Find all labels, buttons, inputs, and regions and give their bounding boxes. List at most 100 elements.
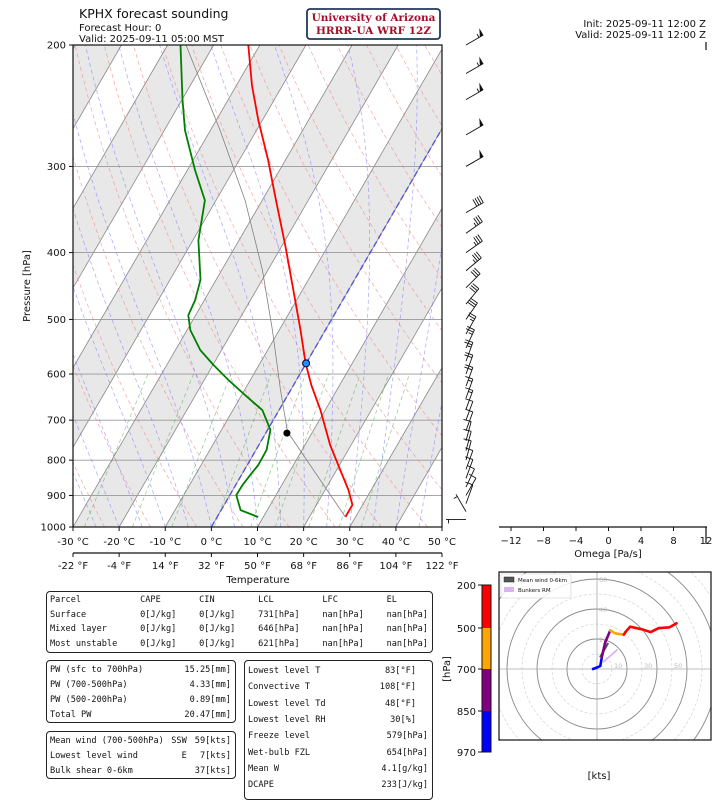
barb-half — [477, 89, 479, 92]
lfc-value: nan[hPa] — [322, 610, 363, 620]
pw-value: 20.47[mm] — [184, 710, 231, 720]
barb-half — [454, 496, 457, 498]
thermo-label: Convective T — [248, 682, 310, 692]
fahrenheit-tick-label: 122 °F — [425, 561, 458, 572]
thermo-value: 30[%] — [390, 715, 416, 725]
fahrenheit-tick-label: 86 °F — [336, 561, 363, 572]
wind-barb — [466, 196, 483, 213]
table-row: Mean W 4.1[g/kg] — [248, 761, 428, 777]
isotherm-line — [442, 45, 721, 527]
bunkers-rm-arrow — [603, 650, 617, 663]
barb-staff — [466, 64, 483, 74]
logo-line-2: HRRR-UA WRF 12Z — [316, 25, 431, 37]
omega-tick-label: 4 — [638, 536, 644, 547]
celsius-tick-label: 0 °C — [201, 537, 223, 548]
pressure-tick-label: 700 — [47, 416, 66, 427]
pw-label: PW (500-200hPa) — [50, 695, 128, 705]
wind-label: Bulk shear 0-6km — [50, 766, 133, 776]
header-el: EL — [387, 595, 428, 605]
pressure-axis-label: Pressure [hPa] — [22, 250, 33, 322]
pw-label: Total PW — [50, 710, 91, 720]
barb-staff — [466, 274, 480, 288]
hodograph-trace-500-200 — [624, 623, 677, 634]
barb-staff — [466, 156, 483, 166]
barb-half — [469, 333, 473, 335]
dry-adiabat — [454, 45, 726, 527]
colorbar-segment-970-850 — [482, 711, 491, 752]
omega-tick-label: −12 — [500, 536, 521, 547]
thermo-value: 4.1[g/kg] — [381, 764, 428, 774]
ring-label: 50 — [674, 662, 682, 670]
omega-tick-label: 8 — [670, 536, 676, 547]
barb-staff — [466, 289, 479, 304]
lcl-value: 646[hPa] — [258, 624, 299, 634]
skewt-background-lines — [0, 45, 726, 527]
barb-half — [477, 34, 479, 37]
ring-label: 30 — [644, 662, 652, 670]
logo-line-1: University of Arizona — [312, 12, 436, 24]
dry-adiabat — [163, 45, 428, 527]
el-value: nan[hPa] — [387, 624, 428, 634]
init-time: Init: 2025-09-11 12:00 Z — [583, 19, 706, 30]
barb-staff — [456, 494, 466, 511]
lfc-value: nan[hPa] — [322, 624, 363, 634]
barb-staff — [466, 203, 483, 213]
barb-half — [477, 63, 479, 66]
celsius-tick-label: 50 °C — [428, 537, 456, 548]
dry-adiabat — [221, 45, 520, 527]
pw-label: PW (700-500hPa) — [50, 680, 128, 690]
barb-half — [468, 380, 472, 381]
sounding-title: KPHX forecast sounding — [79, 6, 228, 21]
legend-mean-wind: Mean wind 0-6km — [518, 578, 567, 584]
dry-adiabat — [541, 45, 726, 527]
wind-barb — [466, 284, 479, 304]
barb-half — [474, 223, 476, 226]
barb-half — [474, 242, 476, 245]
cape-value: 0[J/kg] — [140, 639, 176, 649]
lcl-marker — [283, 430, 290, 437]
thermo-value: 108[°F] — [380, 682, 416, 692]
omega-tick-label: 12 — [700, 536, 713, 547]
lcl-value: 731[hPa] — [258, 610, 299, 620]
parcel-name: Mixed layer — [50, 624, 117, 634]
temperature-axis-label: Temperature — [225, 575, 289, 586]
barb-full — [463, 429, 471, 431]
colorbar-label: [hPa] — [442, 656, 453, 682]
thermo-value: 83[°F] — [385, 666, 416, 676]
colorbar-segment-500-200 — [482, 585, 491, 628]
wind-barb — [454, 494, 466, 511]
hodograph-legend: Mean wind 0-6km Bunkers RM — [501, 574, 571, 598]
pressure-tick-label: 600 — [47, 370, 66, 381]
parcel-table: Parcel CAPE CIN LCL LFC EL Surface 0[J/k… — [46, 591, 433, 653]
precipitable-water-table: PW (sfc to 700hPa)15.25[mm] PW (700-500h… — [46, 660, 236, 723]
omega-tick-label: −8 — [536, 536, 551, 547]
isotherm-band — [442, 45, 726, 527]
fahrenheit-tick-label: -22 °F — [58, 561, 89, 572]
freezing-level-marker — [303, 360, 310, 367]
wind-barb — [466, 268, 480, 288]
legend-mean-wind-swatch — [504, 577, 514, 582]
pressure-tick-label: 500 — [47, 315, 66, 326]
dry-adiabat — [570, 45, 726, 527]
el-value: nan[hPa] — [387, 639, 428, 649]
header-cape: CAPE — [140, 595, 176, 605]
valid-utc-time: Valid: 2025-09-11 12:00 Z — [575, 30, 706, 41]
cape-value: 0[J/kg] — [140, 610, 176, 620]
cin-value: 0[J/kg] — [199, 624, 235, 634]
pw-value: 0.89[mm] — [190, 695, 231, 705]
parcel-name: Surface — [50, 610, 117, 620]
cin-value: 0[J/kg] — [199, 639, 235, 649]
dry-adiabat — [308, 45, 658, 527]
thermo-label: Mean W — [248, 764, 279, 774]
barb-full — [465, 482, 473, 485]
wind-value: 7[kts] — [195, 751, 231, 761]
colorbar-tick-label: 970 — [457, 748, 476, 759]
barb-staff — [466, 401, 473, 420]
table-row: Total PW 20.47[mm] — [50, 707, 231, 722]
